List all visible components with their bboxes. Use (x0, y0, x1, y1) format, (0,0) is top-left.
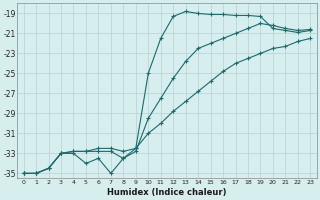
X-axis label: Humidex (Indice chaleur): Humidex (Indice chaleur) (107, 188, 227, 197)
